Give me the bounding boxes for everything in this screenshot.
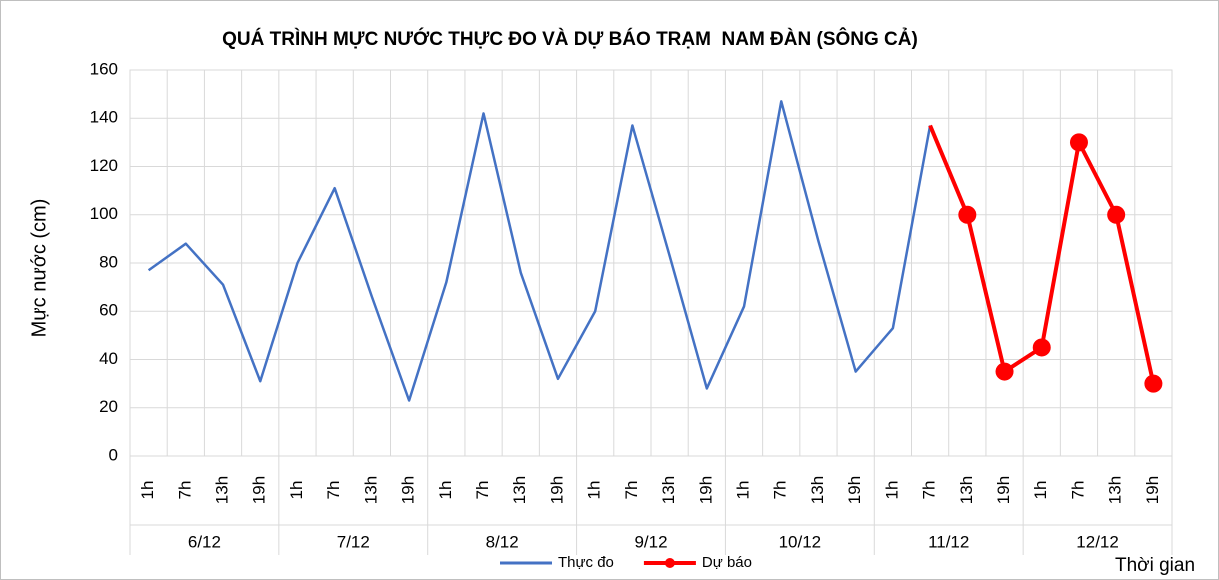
y-tick-label: 160 <box>90 59 118 78</box>
group-label: 7/12 <box>337 532 370 551</box>
legend-label: Dự báo <box>702 554 752 571</box>
x-tick-label: 13h <box>957 476 976 504</box>
y-tick-label: 120 <box>90 156 118 175</box>
x-tick-label: 7h <box>324 481 343 500</box>
x-tick-label: 19h <box>994 476 1013 504</box>
x-tick-label: 1h <box>882 481 901 500</box>
plot-border <box>129 69 1173 457</box>
legend-marker <box>664 558 675 568</box>
series-line <box>147 100 932 402</box>
y-tick-label: 100 <box>90 204 118 223</box>
x-tick-label: 1h <box>138 481 157 500</box>
series-marker <box>1032 338 1051 357</box>
group-label: 9/12 <box>634 532 667 551</box>
y-axis-title: Mực nước (cm) <box>28 199 50 338</box>
x-tick-label: 19h <box>547 476 566 504</box>
legend-label: Thực đo <box>558 554 614 571</box>
group-label: 10/12 <box>779 532 822 551</box>
group-label: 8/12 <box>486 532 519 551</box>
x-tick-label: 13h <box>808 476 827 504</box>
series-marker <box>958 205 977 224</box>
series-marker <box>1107 205 1126 224</box>
group-label: 6/12 <box>188 532 221 551</box>
y-tick-label: 80 <box>99 252 118 271</box>
x-tick-label: 19h <box>845 476 864 504</box>
x-axis-title: Thời gian <box>1115 555 1195 576</box>
x-tick-label: 1h <box>585 481 604 500</box>
x-tick-label: 13h <box>361 476 380 504</box>
x-tick-label: 7h <box>175 481 194 500</box>
x-tick-label: 19h <box>696 476 715 504</box>
x-tick-label: 1h <box>734 481 753 500</box>
y-tick-label: 20 <box>99 397 118 416</box>
x-tick-label: 1h <box>1031 481 1050 500</box>
group-label: 12/12 <box>1076 532 1119 551</box>
x-tick-label: 1h <box>436 481 455 500</box>
series-marker <box>995 362 1014 381</box>
chart-title: QUÁ TRÌNH MỰC NƯỚC THỰC ĐO VÀ DỰ BÁO TRẠ… <box>222 28 918 50</box>
x-tick-label: 19h <box>399 476 418 504</box>
x-tick-label: 7h <box>622 481 641 500</box>
x-tick-label: 13h <box>510 476 529 504</box>
x-tick-label: 7h <box>771 481 790 500</box>
series-marker <box>1069 133 1088 152</box>
group-label: 11/12 <box>928 532 969 551</box>
x-tick-label: 1h <box>287 481 306 500</box>
x-tick-label: 7h <box>1068 481 1087 500</box>
x-tick-label: 13h <box>1106 476 1125 504</box>
x-tick-label: 13h <box>213 476 232 504</box>
y-tick-label: 40 <box>99 349 118 368</box>
x-tick-label: 7h <box>473 481 492 500</box>
x-tick-label: 19h <box>250 476 269 504</box>
y-tick-label: 0 <box>109 445 118 464</box>
y-tick-label: 140 <box>90 108 118 127</box>
x-tick-label: 13h <box>659 476 678 504</box>
x-tick-label: 19h <box>1143 476 1162 504</box>
x-tick-label: 7h <box>920 481 939 500</box>
series-marker <box>1144 374 1163 393</box>
y-tick-label: 60 <box>99 301 118 320</box>
